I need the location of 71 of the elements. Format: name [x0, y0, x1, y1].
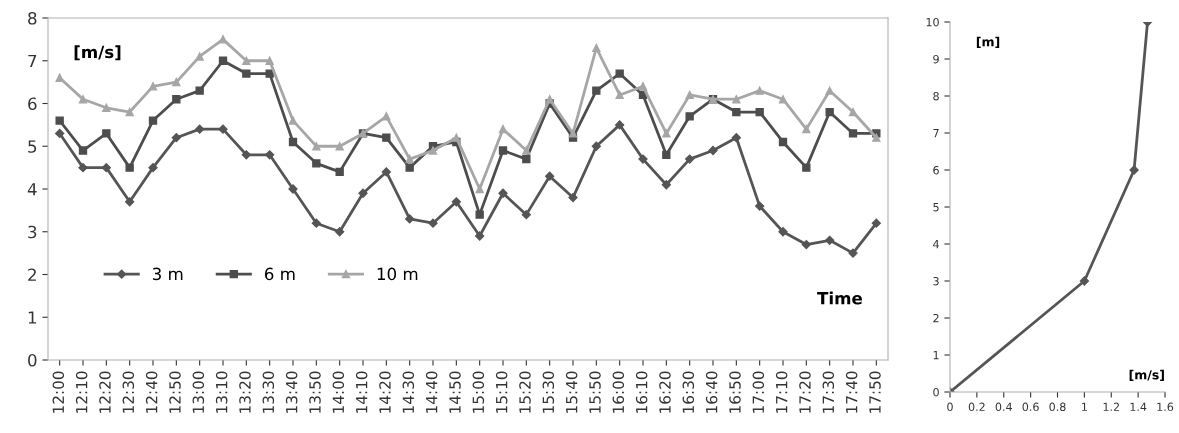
x-tick-label: 14:30: [402, 371, 415, 413]
x-tick-label: 16:00: [612, 371, 625, 413]
y-tick-label: 4: [27, 183, 37, 196]
legend-label: 10 m: [377, 267, 418, 281]
x-tick-label: 16:30: [682, 371, 695, 413]
y-tick-label: 1: [28, 311, 37, 324]
x-tick-label: 14:20: [379, 371, 391, 413]
y-tick-label: 6: [28, 97, 37, 111]
x-tick-label: 1.4: [1130, 402, 1147, 411]
x-tick-label: 1.2: [1103, 402, 1119, 411]
y-tick-label: 3: [933, 276, 939, 286]
x-axis-title: [m/s]: [1129, 369, 1164, 381]
x-tick-label: 13:50: [309, 371, 321, 413]
x-tick-label: 12:40: [145, 371, 158, 413]
x-tick-label: 13:40: [285, 371, 298, 413]
x-tick-label: 16:10: [635, 371, 648, 413]
x-tick-label: 0.2: [968, 402, 985, 412]
y-tick-label: 0: [28, 353, 37, 367]
x-tick-label: 15:40: [565, 371, 578, 413]
x-tick-label: 1: [1082, 402, 1087, 411]
y-tick-label: 10: [926, 17, 939, 27]
y-tick-label: 9: [933, 54, 939, 64]
x-tick-label: 13:00: [192, 371, 205, 413]
x-tick-label: 12:00: [52, 371, 65, 413]
y-tick-label: 1: [933, 351, 939, 360]
y-tick-label: 4: [933, 240, 939, 249]
x-tick-label: 15:30: [542, 371, 555, 413]
x-tick-label: 0.8: [1049, 402, 1066, 412]
x-tick-label: 15:20: [519, 371, 531, 413]
y-axis-title: [m]: [976, 36, 1000, 48]
x-tick-label: 13:10: [215, 371, 228, 413]
legend-label: 6 m: [264, 267, 295, 281]
x-tick-label: 16:20: [659, 371, 671, 413]
x-tick-label: 12:30: [122, 371, 135, 413]
x-tick-label: 14:10: [355, 371, 368, 413]
y-tick-label: 2: [933, 313, 939, 323]
y-tick-label: 7: [933, 129, 939, 138]
y-tick-label: 5: [933, 203, 939, 212]
x-tick-label: 12:20: [99, 371, 111, 413]
x-tick-label: 0: [947, 402, 953, 412]
x-tick-label: 14:40: [425, 371, 438, 413]
x-tick-label: 17:40: [845, 371, 858, 413]
x-tick-label: 15:50: [589, 371, 601, 413]
x-tick-label: 14:00: [332, 371, 345, 413]
x-tick-label: 16:50: [729, 371, 741, 413]
x-axis-title: Time: [817, 291, 862, 305]
x-tick-label: 15:10: [495, 371, 508, 413]
x-tick-label: 17:10: [775, 371, 788, 413]
y-tick-label: 8: [28, 11, 37, 25]
x-tick-label: 17:00: [752, 371, 765, 413]
x-tick-label: 17:20: [799, 371, 811, 413]
x-tick-label: 16:40: [705, 371, 718, 413]
x-tick-label: 0.6: [1022, 402, 1039, 412]
x-tick-label: 14:50: [449, 371, 461, 413]
x-tick-label: 12:50: [169, 371, 181, 413]
x-tick-label: 17:50: [869, 371, 881, 413]
x-tick-label: 15:00: [472, 371, 485, 413]
x-tick-label: 0.4: [995, 402, 1012, 412]
y-tick-label: 3: [28, 225, 37, 239]
legend-label: 3 m: [152, 267, 183, 281]
x-tick-label: 12:10: [75, 371, 88, 413]
y-tick-label: 7: [28, 54, 37, 68]
y-tick-label: 5: [28, 140, 37, 153]
x-tick-label: 17:30: [822, 371, 835, 413]
y-tick-label: 8: [933, 91, 939, 101]
x-tick-label: 13:20: [239, 371, 251, 413]
y-axis-title: [m/s]: [74, 45, 121, 61]
y-tick-label: 2: [28, 268, 36, 281]
x-tick-label: 13:30: [262, 371, 275, 413]
x-tick-label: 1.6: [1157, 402, 1174, 412]
y-tick-label: 6: [933, 165, 939, 175]
